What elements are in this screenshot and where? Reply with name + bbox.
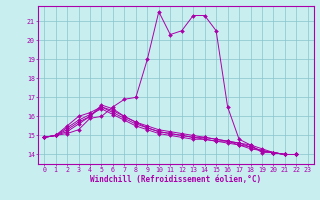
X-axis label: Windchill (Refroidissement éolien,°C): Windchill (Refroidissement éolien,°C) (91, 175, 261, 184)
